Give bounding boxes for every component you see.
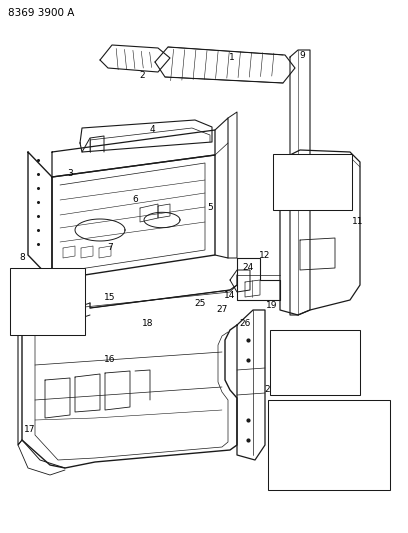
Text: 19: 19: [266, 301, 278, 310]
Text: 18: 18: [142, 319, 154, 327]
Text: 4: 4: [149, 125, 155, 134]
Text: 12: 12: [259, 251, 271, 260]
Text: 22: 22: [355, 416, 366, 424]
Text: 2: 2: [139, 70, 145, 79]
Text: 13: 13: [62, 269, 74, 278]
Text: 7: 7: [107, 244, 113, 253]
Text: 8369 3900 A: 8369 3900 A: [8, 8, 74, 18]
Text: 23: 23: [354, 440, 366, 449]
Text: 26: 26: [239, 319, 251, 327]
Text: 25: 25: [194, 298, 206, 308]
Text: 20: 20: [264, 385, 276, 394]
Bar: [10, 268, 85, 335]
Text: 3: 3: [67, 168, 73, 177]
Text: 5: 5: [207, 203, 213, 212]
Text: 15: 15: [104, 294, 116, 303]
Text: 21: 21: [316, 333, 328, 342]
Text: 11: 11: [352, 217, 364, 227]
Text: 6: 6: [132, 196, 138, 205]
Bar: [270, 330, 360, 395]
Text: 24: 24: [242, 263, 254, 272]
Text: 16: 16: [104, 356, 116, 365]
Bar: [273, 154, 352, 210]
Text: 8: 8: [19, 254, 25, 262]
Text: 14: 14: [224, 290, 236, 300]
Text: 17: 17: [24, 425, 36, 434]
Text: 9: 9: [299, 52, 305, 61]
Text: 1: 1: [229, 52, 235, 61]
Text: 27: 27: [216, 305, 228, 314]
Text: 10: 10: [314, 196, 326, 205]
Bar: [268, 400, 390, 490]
